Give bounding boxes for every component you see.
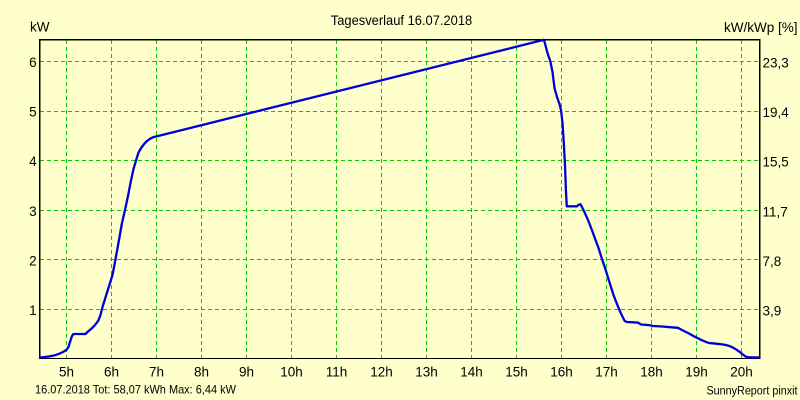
svg-text:5h: 5h bbox=[59, 365, 74, 380]
svg-text:SunnyReport pinxit: SunnyReport pinxit bbox=[707, 386, 799, 398]
svg-text:6: 6 bbox=[29, 55, 37, 70]
svg-text:11,7: 11,7 bbox=[763, 204, 788, 219]
svg-text:15h: 15h bbox=[505, 365, 528, 380]
svg-text:kW/kWp [%]: kW/kWp [%] bbox=[724, 20, 798, 35]
svg-text:13h: 13h bbox=[415, 365, 438, 380]
svg-text:7h: 7h bbox=[149, 365, 164, 380]
svg-text:16h: 16h bbox=[550, 365, 573, 380]
svg-text:10h: 10h bbox=[280, 365, 303, 380]
svg-text:15,5: 15,5 bbox=[763, 155, 789, 170]
svg-text:3,9: 3,9 bbox=[763, 303, 782, 318]
svg-text:9h: 9h bbox=[239, 365, 254, 380]
svg-text:18h: 18h bbox=[640, 365, 663, 380]
svg-text:Tagesverlauf 16.07.2018: Tagesverlauf 16.07.2018 bbox=[331, 13, 473, 28]
svg-text:7,8: 7,8 bbox=[763, 254, 782, 269]
svg-text:16.07.2018 Tot: 58,07 kWh Max:: 16.07.2018 Tot: 58,07 kWh Max: 6,44 kW bbox=[35, 383, 237, 397]
svg-text:8h: 8h bbox=[194, 365, 209, 380]
svg-text:4: 4 bbox=[29, 154, 37, 169]
svg-text:11h: 11h bbox=[326, 365, 348, 380]
svg-text:12h: 12h bbox=[370, 365, 393, 380]
svg-text:14h: 14h bbox=[460, 365, 483, 380]
svg-text:20h: 20h bbox=[730, 365, 753, 380]
svg-text:23,3: 23,3 bbox=[763, 56, 789, 71]
svg-text:19,4: 19,4 bbox=[763, 105, 790, 120]
svg-text:19h: 19h bbox=[685, 365, 708, 380]
svg-text:kW: kW bbox=[30, 20, 50, 35]
svg-text:2: 2 bbox=[29, 253, 37, 268]
svg-text:6h: 6h bbox=[104, 365, 119, 380]
svg-text:5: 5 bbox=[29, 105, 37, 120]
svg-text:3: 3 bbox=[29, 204, 37, 219]
svg-text:17h: 17h bbox=[595, 365, 618, 380]
svg-text:1: 1 bbox=[29, 303, 37, 318]
